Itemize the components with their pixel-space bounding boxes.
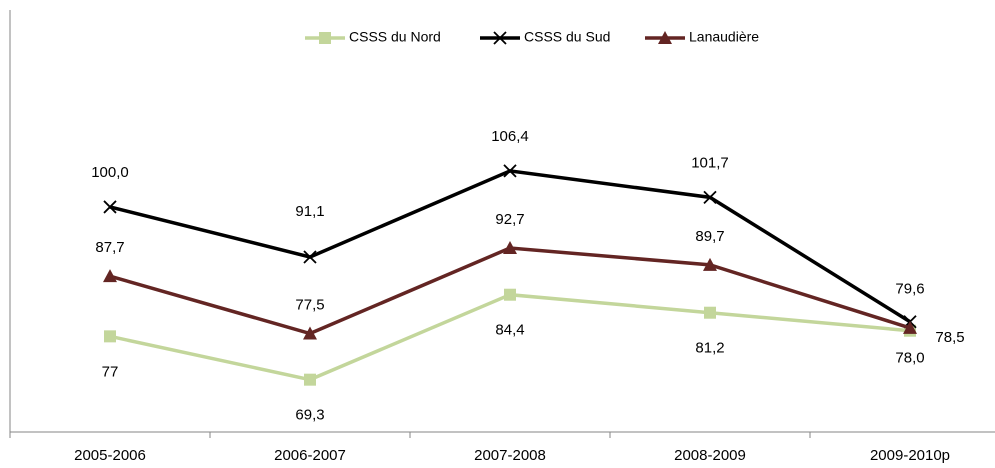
data-label: 81,2 (695, 340, 724, 357)
data-label: 77,5 (295, 297, 324, 314)
marker (503, 164, 517, 178)
x-tick-label: 2007-2008 (474, 447, 546, 464)
legend-label: Lanaudière (689, 29, 759, 45)
marker (103, 269, 117, 283)
marker (703, 257, 717, 271)
data-label: 78,0 (895, 350, 924, 367)
marker (493, 31, 507, 45)
data-label: 84,4 (495, 322, 524, 339)
data-label: 79,6 (895, 281, 924, 298)
marker (104, 330, 116, 343)
marker (304, 373, 316, 386)
legend-label: CSSS du Sud (524, 29, 610, 45)
data-label: 91,1 (295, 203, 324, 220)
marker (319, 32, 331, 44)
marker (303, 250, 317, 264)
marker (703, 190, 717, 205)
data-label: 69,3 (295, 407, 324, 424)
marker (704, 306, 716, 319)
marker (503, 241, 517, 255)
marker (504, 288, 516, 301)
data-label: 89,7 (695, 228, 724, 245)
x-tick-label: 2008-2009 (674, 447, 746, 464)
marker (103, 200, 117, 214)
data-label: 87,7 (95, 239, 124, 256)
data-label: 78,5 (935, 329, 964, 346)
data-label: 77 (102, 363, 119, 380)
marker (658, 31, 672, 44)
marker (303, 326, 317, 340)
legend-label: CSSS du Nord (349, 29, 441, 45)
marker (903, 320, 917, 334)
x-tick-label: 2006-2007 (274, 447, 346, 464)
x-tick-label: 2005-2006 (74, 447, 146, 464)
data-label: 106,4 (491, 128, 529, 145)
data-label: 92,7 (495, 211, 524, 228)
data-label: 100,0 (91, 164, 129, 181)
x-tick-label: 2009-2010p (870, 447, 950, 464)
data-label: 101,7 (691, 154, 729, 171)
